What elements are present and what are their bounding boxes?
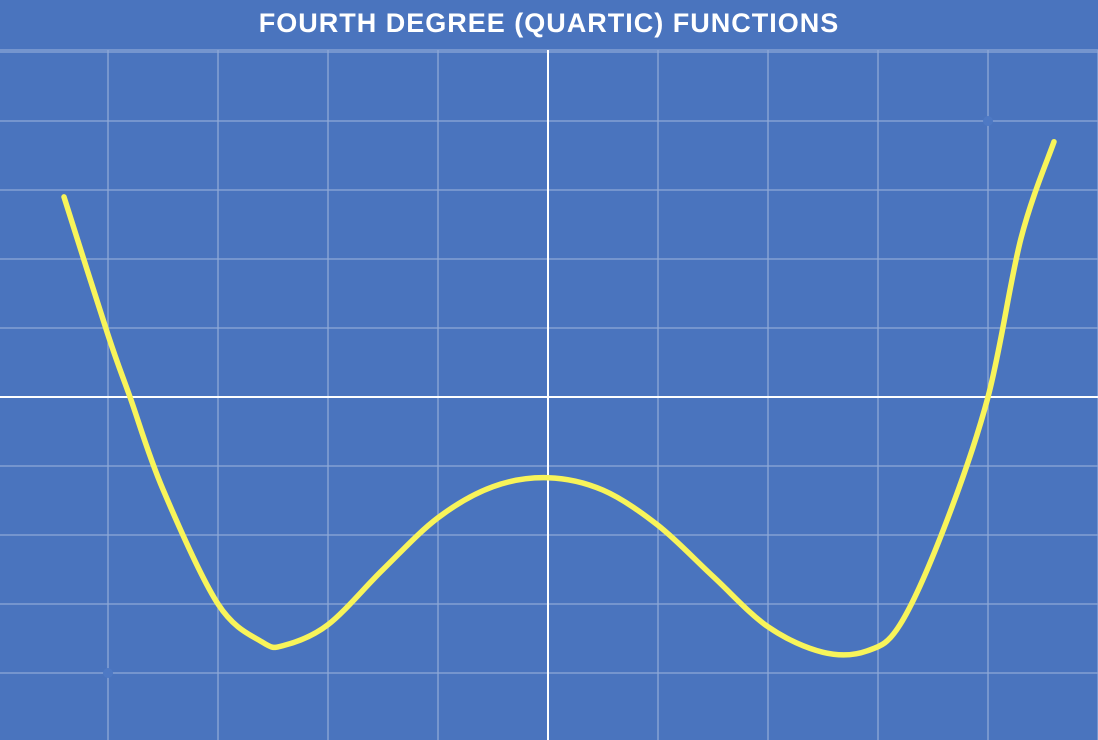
curve-series (61, 138, 1057, 658)
point-markers (103, 116, 993, 678)
point-marker (983, 116, 993, 126)
chart-title: FOURTH DEGREE (QUARTIC) FUNCTIONS (258, 8, 840, 38)
axes (0, 50, 1098, 740)
point-marker (103, 668, 113, 678)
quartic-curve (61, 138, 1057, 658)
